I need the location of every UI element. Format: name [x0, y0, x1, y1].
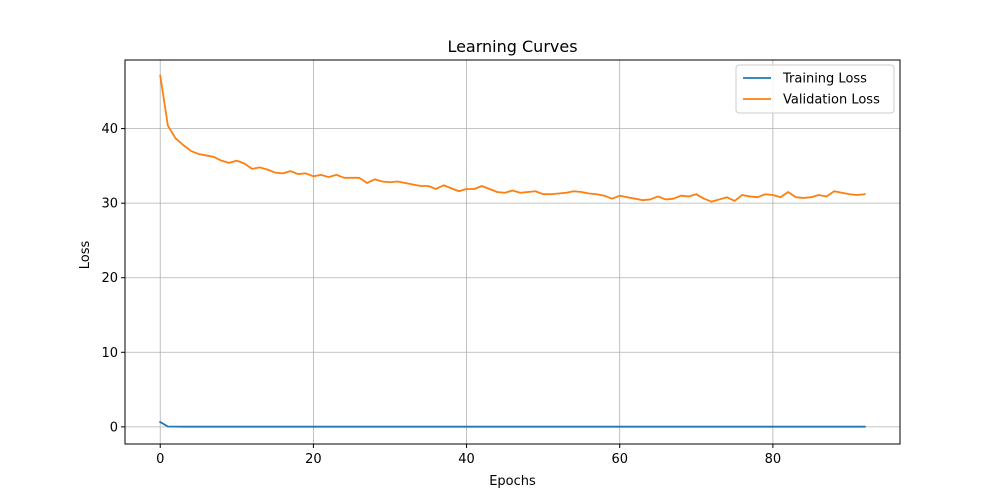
plot-area-frame: [124, 59, 901, 445]
y-tick-label: 0: [110, 420, 118, 435]
legend: Training Loss Validation Loss: [735, 64, 895, 114]
y-tick-label: 10: [101, 346, 118, 361]
legend-label: Training Loss: [782, 72, 867, 87]
y-tick-label: 40: [101, 122, 118, 137]
y-tick-label: 20: [101, 271, 118, 286]
y-tick-label: 30: [101, 197, 118, 212]
series-lines: [158, 74, 866, 428]
legend-label: Validation Loss: [783, 93, 880, 108]
series-line-training-loss: [158, 420, 866, 428]
axis-ticks: 0 20 40 60 80 0 10 20 30 40: [101, 122, 781, 467]
x-tick-label: 20: [305, 452, 322, 467]
x-tick-label: 40: [458, 452, 475, 467]
y-axis-label: Loss: [78, 241, 93, 270]
legend-box: [735, 64, 895, 114]
x-axis-label: Epochs: [489, 474, 536, 489]
x-tick-label: 0: [156, 452, 164, 467]
chart-title: Learning Curves: [447, 37, 577, 56]
x-tick-label: 60: [611, 452, 628, 467]
series-line-validation-loss: [159, 74, 866, 203]
x-tick-label: 80: [765, 452, 782, 467]
